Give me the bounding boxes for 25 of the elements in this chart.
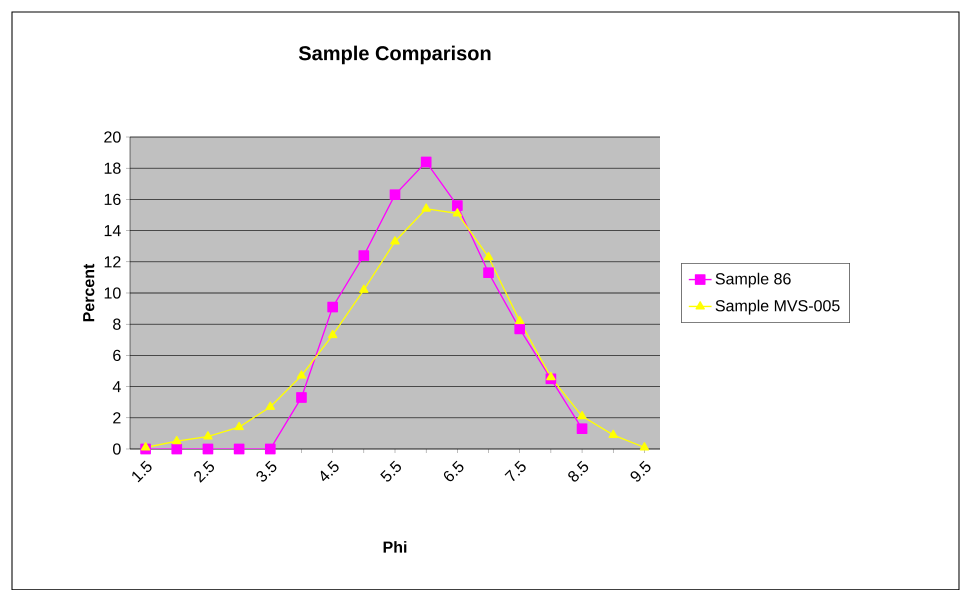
y-axis-title: Percent (83, 264, 94, 322)
x-tick-label: 5.5 (380, 460, 401, 482)
y-tick-label: 18 (104, 162, 121, 174)
x-tick-label: 2.5 (194, 460, 214, 483)
legend-label: Sample 86 (716, 272, 791, 288)
x-axis-title: Phi (384, 541, 406, 553)
y-tick-label: 20 (104, 131, 121, 143)
x-tick-label: 3.5 (256, 460, 276, 482)
y-tick-label: 12 (104, 256, 120, 268)
legend-label: Sample MVS-005 (716, 300, 840, 315)
chart-title: Sample Comparison (298, 46, 490, 64)
x-tick-label: 9.5 (630, 460, 650, 482)
x-tick-label: 6.5 (444, 460, 464, 482)
x-tick-label: 7.5 (504, 460, 526, 482)
y-tick-label: 2 (113, 412, 120, 424)
y-tick-label: 10 (104, 287, 121, 299)
y-tick-label: 8 (113, 318, 121, 330)
x-tick-label: 1.5 (132, 460, 152, 482)
y-tick-label: 0 (113, 443, 121, 455)
y-tick-label: 6 (113, 350, 121, 362)
y-tick-label: 16 (104, 194, 121, 206)
x-tick-label: 8.5 (568, 460, 588, 482)
y-tick-label: 4 (112, 381, 121, 392)
x-tick-label: 4.5 (320, 460, 339, 482)
y-tick-label: 14 (104, 225, 121, 236)
